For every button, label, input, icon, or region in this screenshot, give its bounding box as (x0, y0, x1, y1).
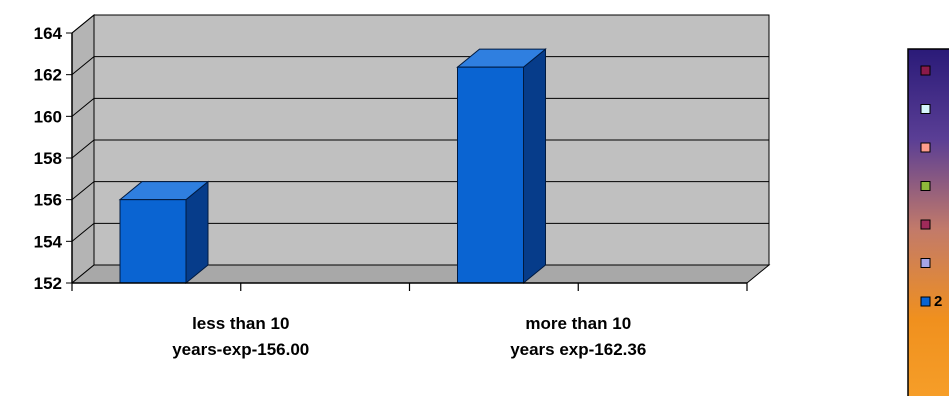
legend-label: 2 (934, 293, 942, 310)
legend-marker (920, 142, 931, 153)
x-category-label: less than 10 years-exp-156.00 (172, 314, 309, 359)
bar-front (457, 66, 524, 284)
legend-marker (920, 65, 931, 76)
legend-marker (920, 219, 931, 230)
y-tick-label: 156 (34, 191, 62, 210)
bar (456, 48, 547, 285)
y-tick-label: 164 (34, 24, 63, 43)
y-tick-label: 160 (34, 107, 62, 126)
bar-front (119, 199, 187, 284)
y-axis-ticks: 152 154 156 158 160 162 164 (34, 24, 72, 293)
legend-marker (920, 258, 931, 268)
legend-marker (920, 296, 931, 307)
legend: 2 (907, 48, 949, 396)
bars (118, 48, 547, 285)
x-category-label: more than 10 years exp-162.36 (510, 314, 646, 359)
legend-marker (920, 104, 931, 114)
gridline (71, 14, 769, 34)
bar-side (523, 48, 546, 285)
bar (118, 180, 210, 285)
y-tick-label: 154 (34, 232, 63, 251)
legend-marker (920, 181, 931, 191)
x-axis-labels: less than 10 years-exp-156.00 more than 10… (172, 314, 646, 359)
y-tick-label: 162 (34, 66, 62, 85)
y-tick-label: 152 (34, 274, 62, 293)
y-tick-label: 158 (34, 149, 62, 168)
